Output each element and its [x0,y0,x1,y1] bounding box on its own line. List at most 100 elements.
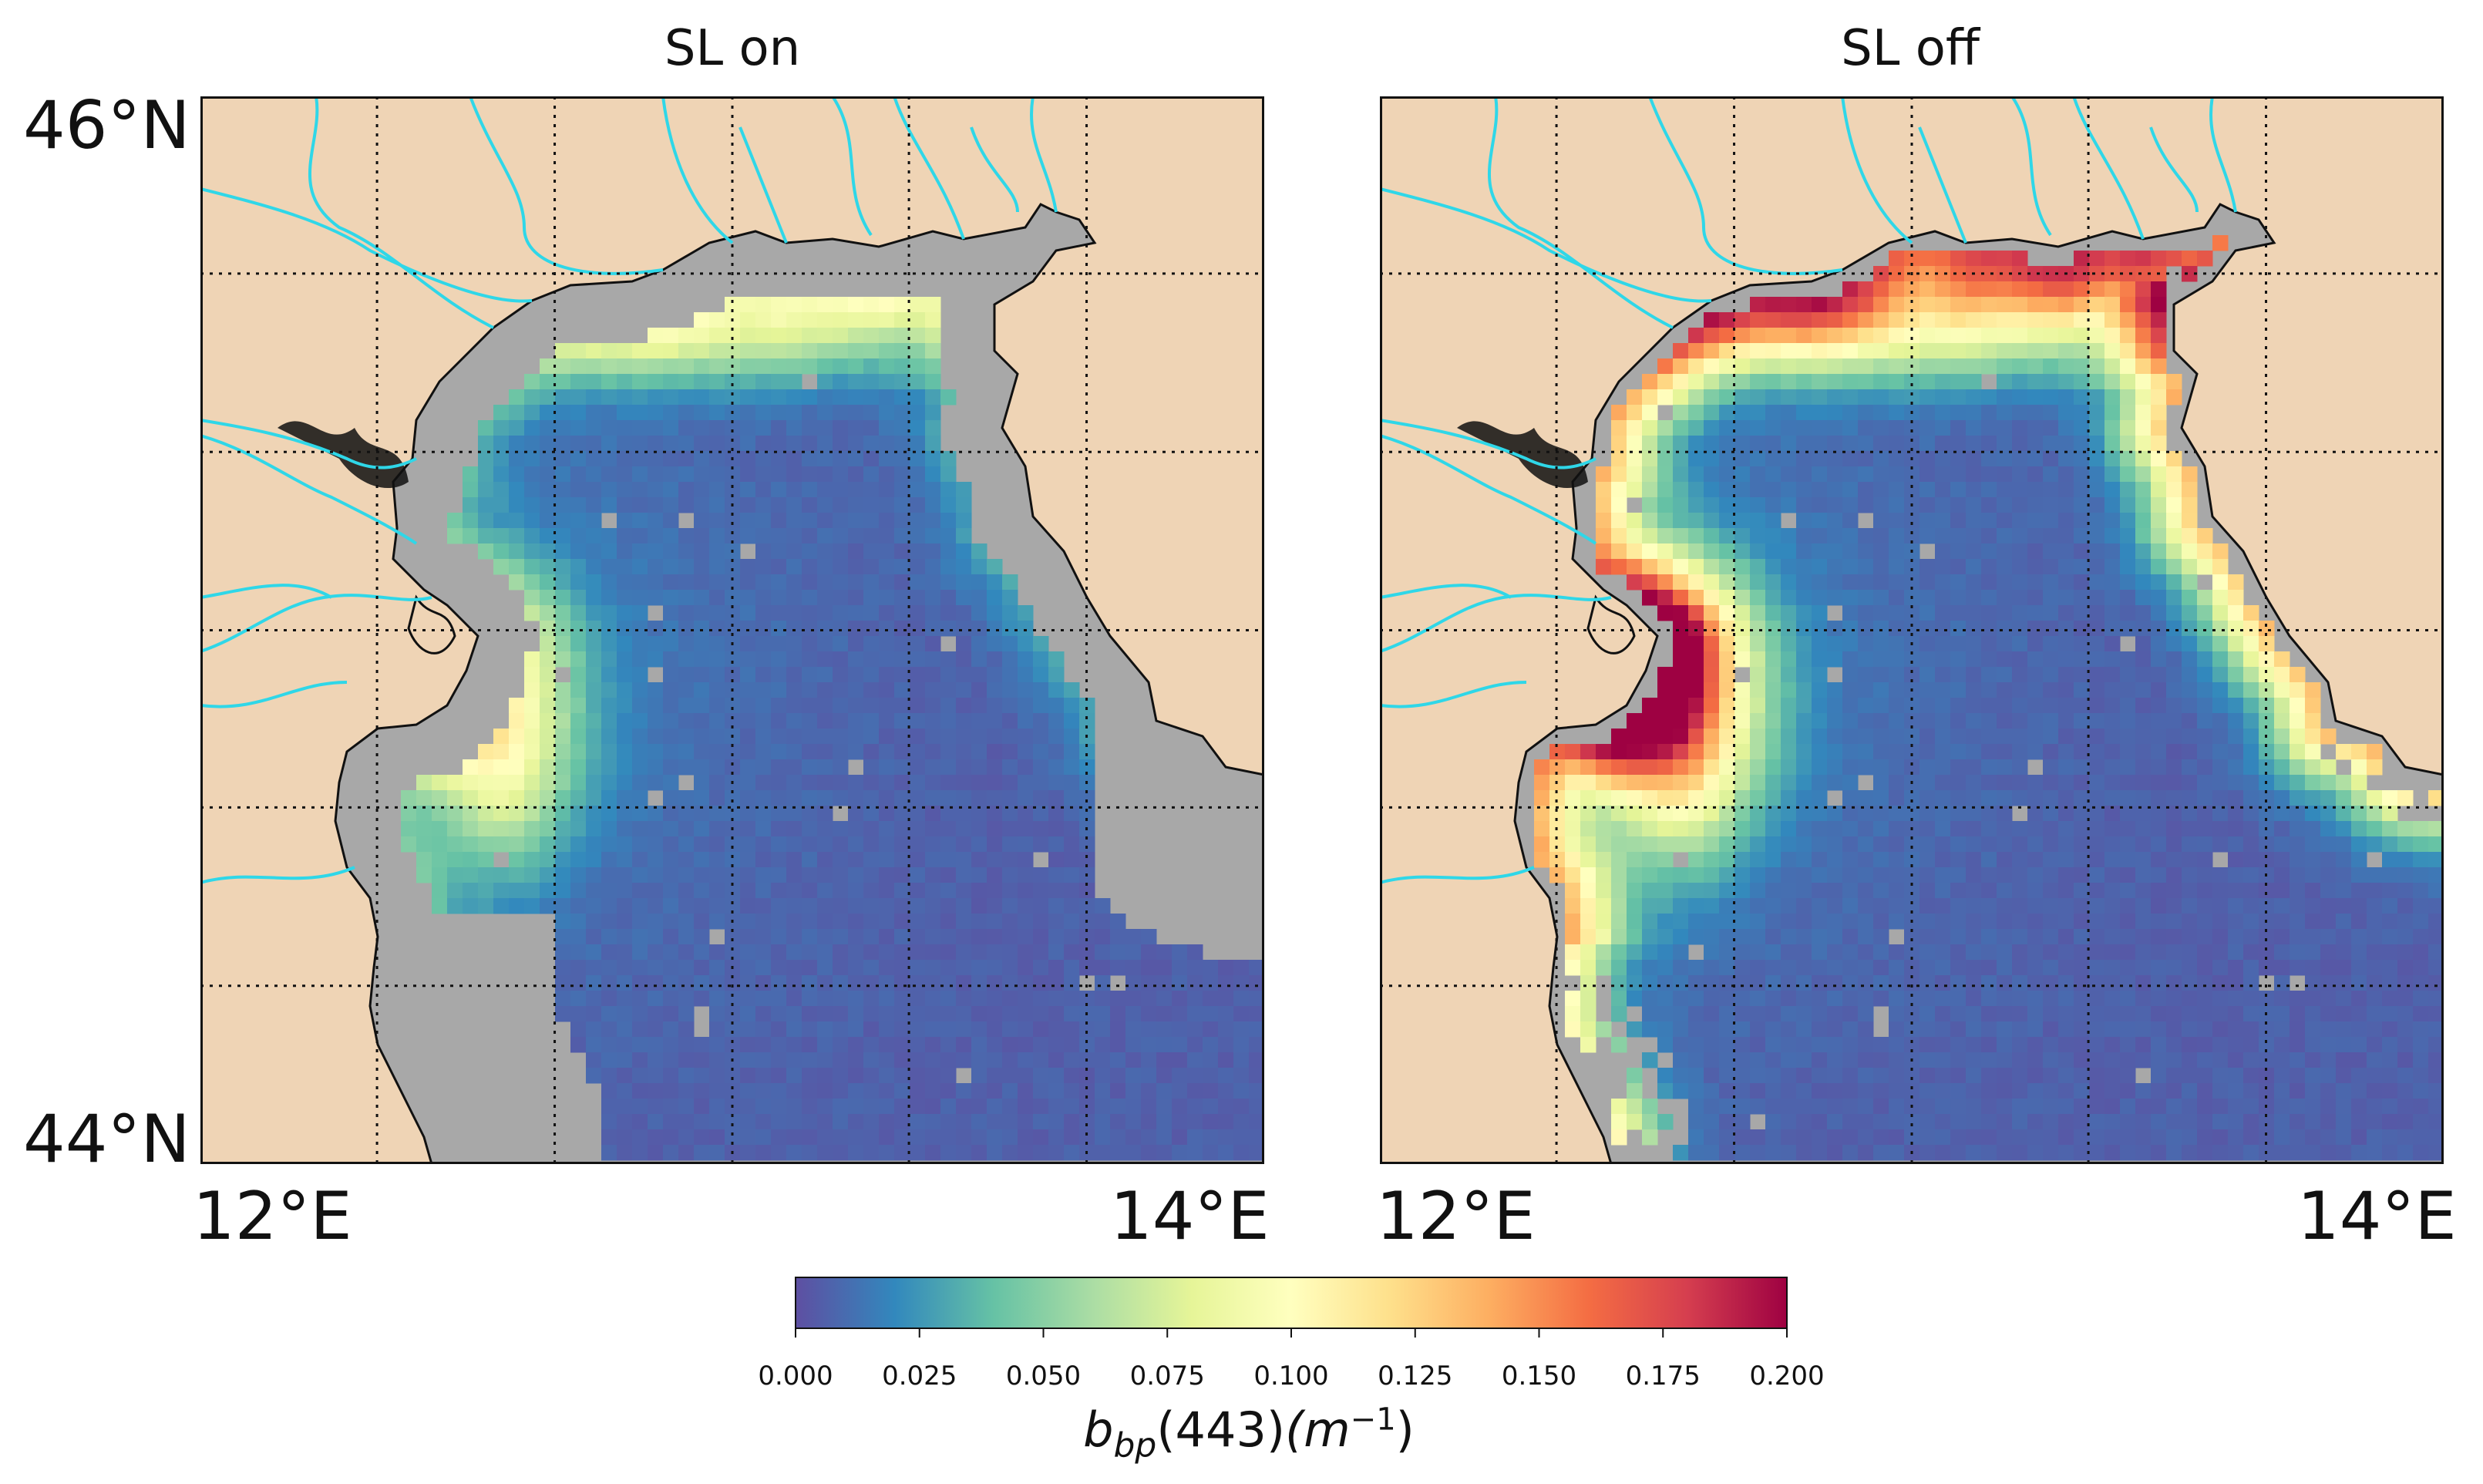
bbp-cell [863,374,880,390]
bbp-cell [1796,1129,1812,1146]
bbp-cell [709,559,725,575]
bbp-cell [925,1099,941,1115]
bbp-cell [2166,775,2182,791]
bbp-cell [1095,1037,1111,1053]
bbp-cell [1172,1099,1188,1115]
bbp-cell [1187,1145,1203,1161]
bbp-cell [1858,806,1874,822]
bbp-cell [817,852,833,868]
bbp-cell [2151,929,2167,945]
bbp-cell [817,374,833,390]
bbp-cell [1904,466,1920,483]
bbp-cell [2058,358,2074,375]
bbp-cell [1873,729,1889,745]
bbp-cell [555,513,571,529]
bbp-cell [617,806,633,822]
bbp-cell [2290,682,2306,698]
bbp-cell [1842,466,1859,483]
bbp-cell [1172,1037,1188,1053]
bbp-cell [555,744,571,760]
bbp-cell [755,297,772,313]
bbp-cell [2058,806,2074,822]
bbp-cell [709,451,725,467]
bbp-cell [894,744,910,760]
bbp-cell [2166,466,2182,483]
bbp-cell [709,312,725,328]
bbp-cell [2043,806,2059,822]
bbp-cell [2397,1129,2414,1146]
bbp-cell [1935,297,1951,313]
bbp-cell [786,420,802,436]
bbp-cell [663,590,679,606]
bbp-cell [1997,775,2013,791]
bbp-cell [863,621,880,637]
bbp-cell [2089,482,2105,498]
bbp-cell [617,651,633,668]
bbp-cell [2243,775,2259,791]
bbp-cell [956,1006,972,1022]
bbp-cell [2228,883,2244,899]
bbp-cell [2397,1083,2414,1099]
bbp-cell [2135,1145,2152,1161]
bbp-cell [1827,806,1843,822]
bbp-cell [1842,497,1859,513]
bbp-cell [2243,1145,2259,1161]
bbp-cell [2182,729,2198,745]
bbp-cell [2151,574,2167,591]
bbp-cell [725,836,741,853]
bbp-cell [848,343,864,359]
bbp-cell [1627,1068,1643,1084]
bbp-cell [1889,559,1905,575]
bbp-cell [2228,713,2244,729]
bbp-cell [1781,389,1797,405]
bbp-cell [1657,698,1674,714]
bbp-cell [2166,1006,2182,1022]
bbp-cell [648,836,664,853]
bbp-cell [1842,836,1859,853]
bbp-cell [2336,975,2352,991]
bbp-cell [1048,1037,1065,1053]
bbp-cell [2243,744,2259,760]
bbp-cell [2166,513,2182,529]
bbp-cell [1889,374,1905,390]
bbp-cell [833,1114,849,1130]
bbp-cell [2182,636,2198,652]
bbp-cell [463,836,479,853]
bbp-cell [601,775,617,791]
bbp-cell [2228,1114,2244,1130]
bbp-cell [648,436,664,452]
bbp-cell [1627,543,1643,560]
bbp-cell [1812,497,1828,513]
colorbar-tick-label: 0.175 [1625,1361,1701,1391]
bbp-cell [2166,374,2182,390]
bbp-cell [1627,1021,1643,1038]
bbp-cell [1580,806,1596,822]
bbp-cell [2074,389,2090,405]
bbp-cell [2413,1099,2429,1115]
bbp-cell [1048,975,1065,991]
bbp-cell [925,852,941,868]
bbp-cell [2043,528,2059,544]
bbp-cell [1981,605,1997,621]
bbp-cell [2012,389,2028,405]
bbp-cell [2428,1068,2444,1084]
bbp-cell [1719,543,1735,560]
bbp-cell [1889,975,1905,991]
bbp-cell [1966,821,1982,837]
bbp-cell [1842,1083,1859,1099]
bbp-cell [1904,759,1920,776]
bbp-cell [848,898,864,914]
bbp-cell [2012,513,2028,529]
bbp-cell [694,574,710,591]
bbp-cell [1950,543,1967,560]
bbp-cell [678,821,695,837]
bbp-cell [863,1083,880,1099]
bbp-cell [1156,1145,1173,1161]
bbp-cell [493,729,510,745]
bbp-cell [2228,991,2244,1007]
bbp-cell [1033,1021,1049,1038]
bbp-cell [956,1099,972,1115]
bbp-cell [2290,1052,2306,1068]
bbp-cell [1110,1129,1126,1146]
bbp-cell [1842,991,1859,1007]
